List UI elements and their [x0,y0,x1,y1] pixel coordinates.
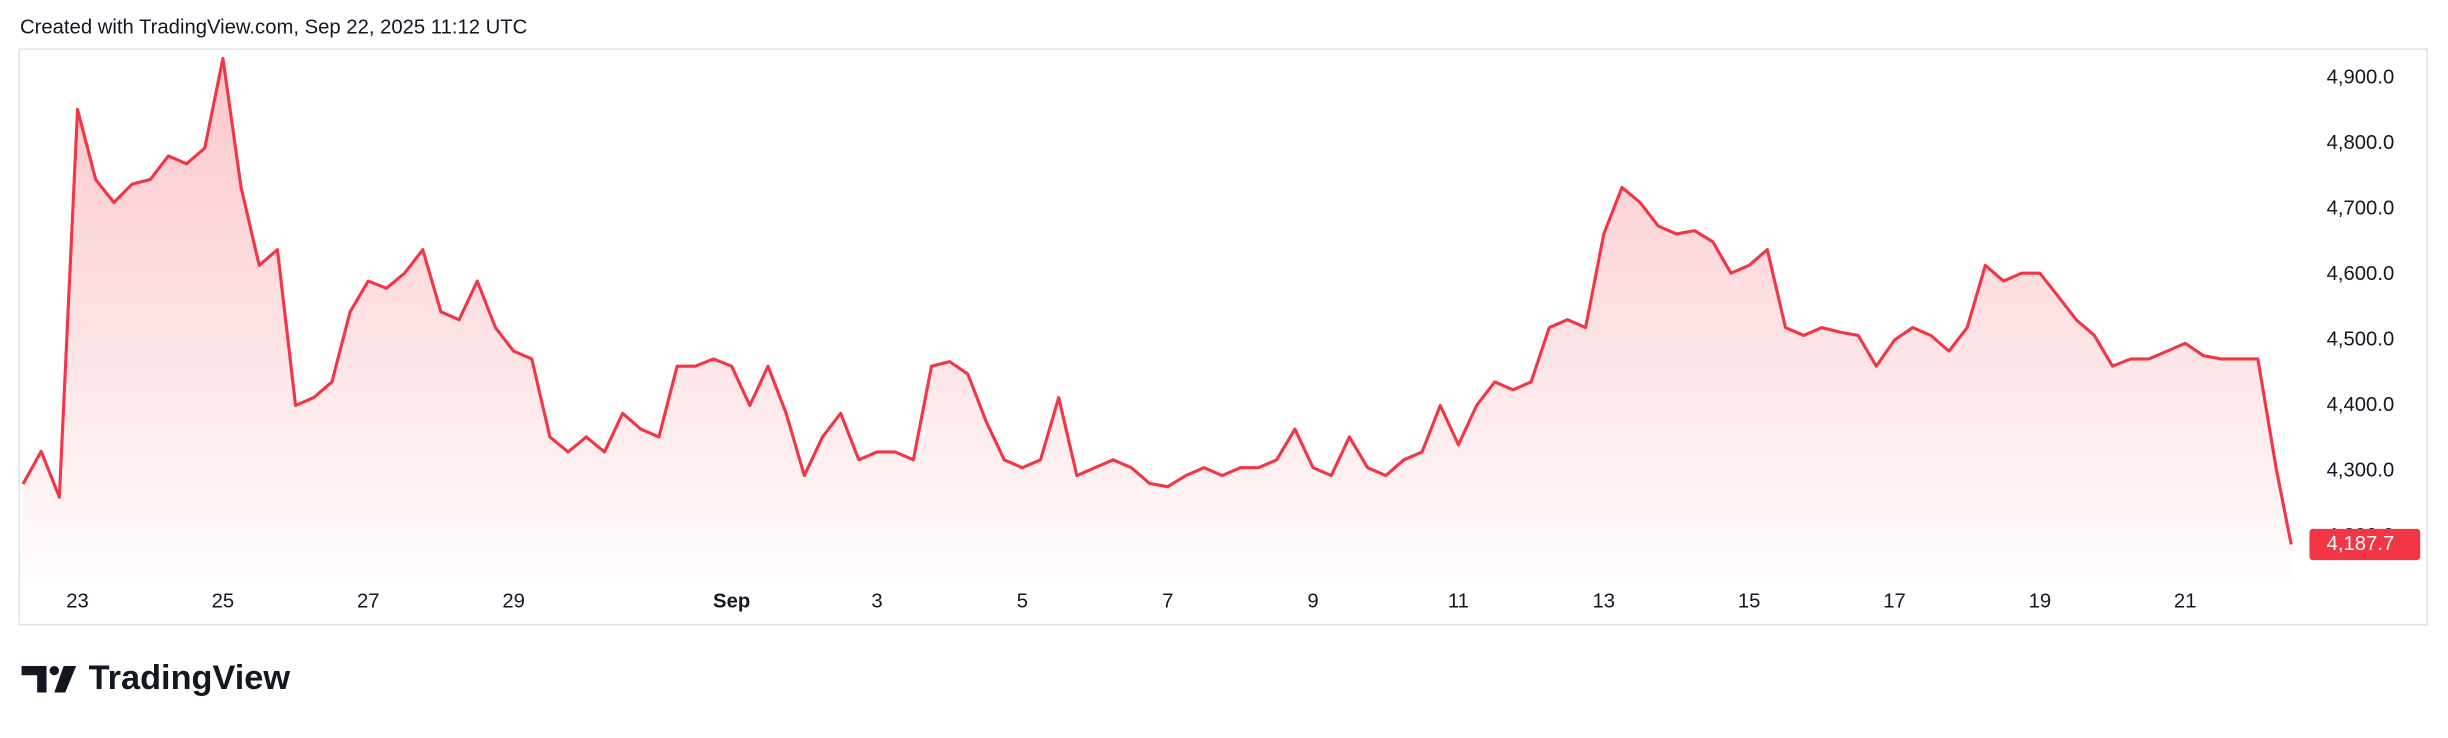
header-text: Created with TradingView.com, Sep 22, 20… [20,16,527,38]
x-tick-label: 5 [1017,590,1028,612]
tradingview-logo: TradingView [21,659,291,697]
plot-area: 23252729Sep35791113151719214,200.04,300.… [21,56,2421,612]
y-tick-label: 4,800.0 [2327,132,2395,154]
price-line [21,56,2293,545]
x-tick-label: 23 [66,590,89,612]
price-area [23,58,2292,578]
x-tick-label: 21 [2174,590,2197,612]
y-tick-label: 4,500.0 [2327,328,2395,350]
x-tick-label: 9 [1307,590,1318,612]
x-tick-label: Sep [713,590,750,612]
chart-frame [18,48,2428,626]
logo-dot [49,665,59,676]
y-tick-label: 4,400.0 [2327,394,2395,416]
x-tick-label: 17 [1883,590,1906,612]
last-price-label: 4,187.7 [2327,533,2395,555]
y-tick-label: 4,900.0 [2327,66,2395,88]
x-tick-label: 11 [1448,590,1469,612]
x-tick-label: 27 [357,590,380,612]
x-tick-label: 7 [1162,590,1173,612]
logo-mark [21,665,47,693]
y-tick-label: 4,300.0 [2327,459,2395,481]
x-tick-label: 13 [1593,590,1616,612]
x-tick-label: 19 [2029,590,2052,612]
x-tick-label: 25 [212,590,235,612]
last-price-box [2309,528,2421,561]
y-tick-label: 4,700.0 [2327,197,2395,219]
y-tick-label: 4,600.0 [2327,263,2395,285]
x-tick-label: 15 [1738,590,1761,612]
logo-slash [54,665,77,693]
x-tick-label: 29 [502,590,525,612]
x-tick-label: 3 [871,590,882,612]
logo-text: TradingView [89,659,291,697]
